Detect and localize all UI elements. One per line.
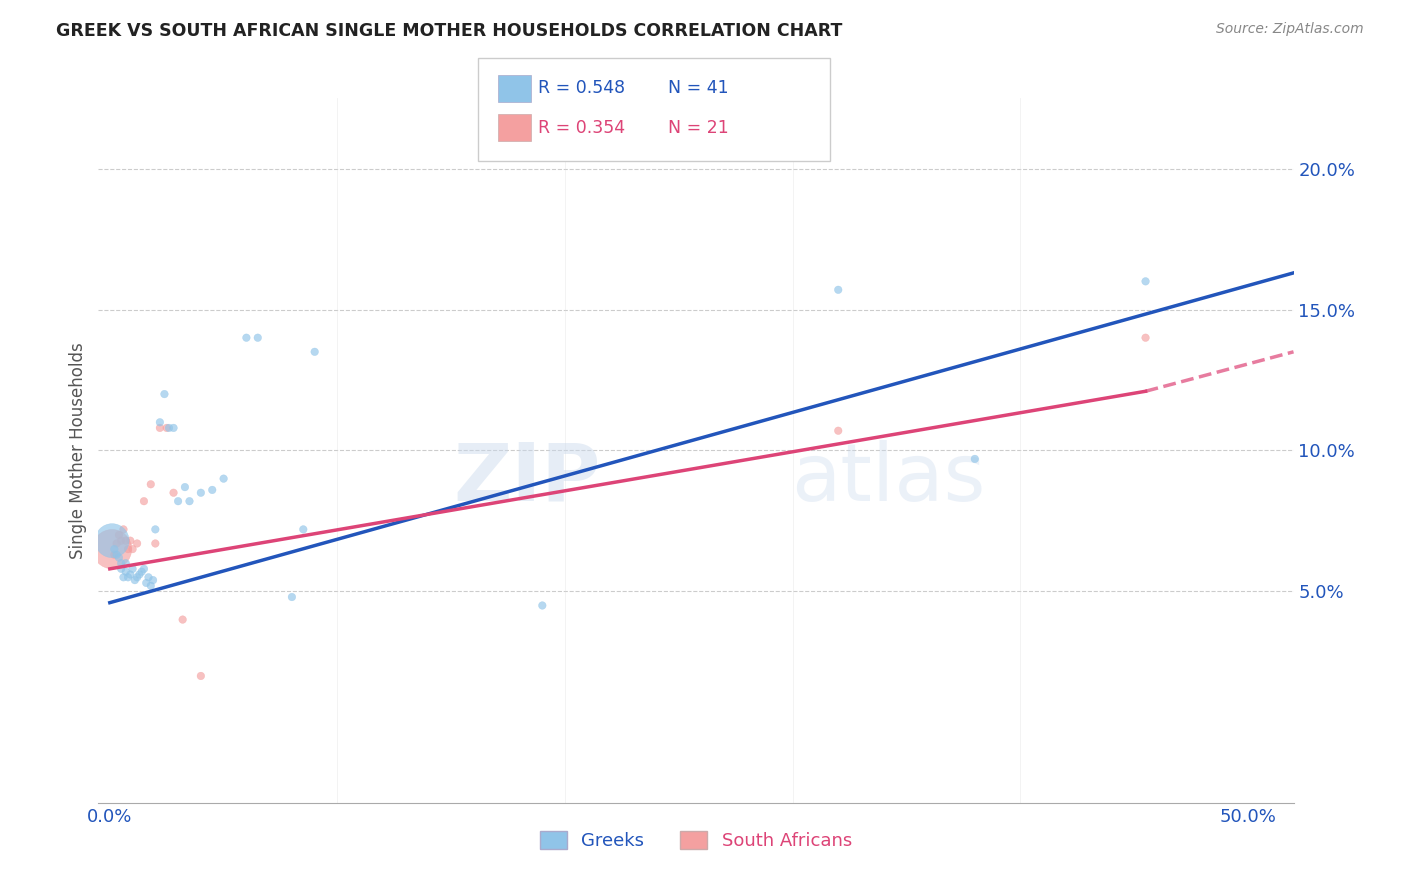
Point: [108, 550, 131, 565]
Text: R = 0.354: R = 0.354: [538, 119, 626, 136]
Point: [114, 556, 136, 570]
Point: [135, 576, 157, 591]
Point: [139, 579, 162, 593]
Point: [138, 570, 160, 584]
Point: [235, 331, 257, 345]
Point: [127, 536, 149, 550]
Point: [167, 494, 190, 508]
Point: [172, 613, 194, 627]
Point: [304, 344, 326, 359]
Point: [103, 548, 125, 562]
Point: [121, 542, 143, 557]
Point: [190, 669, 212, 683]
Point: [179, 494, 201, 508]
Point: [190, 485, 212, 500]
Point: [143, 522, 166, 536]
Point: [1135, 274, 1157, 288]
Point: [124, 573, 146, 587]
Point: [963, 451, 986, 466]
Point: [292, 522, 315, 536]
Text: atlas: atlas: [792, 440, 986, 517]
Text: N = 21: N = 21: [668, 119, 728, 136]
Point: [281, 590, 304, 604]
Point: [105, 536, 128, 550]
Point: [531, 599, 554, 613]
Point: [149, 415, 172, 429]
Point: [114, 565, 136, 579]
Point: [108, 528, 131, 542]
Point: [127, 570, 149, 584]
Legend: Greeks, South Africans: Greeks, South Africans: [533, 823, 859, 857]
Point: [827, 424, 849, 438]
Point: [827, 283, 849, 297]
Point: [174, 480, 197, 494]
Point: [112, 570, 135, 584]
Point: [157, 421, 180, 435]
Point: [110, 556, 132, 570]
Point: [149, 421, 172, 435]
Point: [117, 542, 139, 557]
Point: [156, 421, 179, 435]
Point: [120, 533, 142, 548]
Point: [132, 562, 155, 576]
Point: [162, 421, 184, 435]
Point: [114, 533, 136, 548]
Point: [201, 483, 224, 497]
Point: [246, 331, 269, 345]
Point: [153, 387, 176, 401]
Point: [110, 562, 132, 576]
Text: Source: ZipAtlas.com: Source: ZipAtlas.com: [1216, 22, 1364, 37]
Text: R = 0.548: R = 0.548: [538, 79, 626, 97]
Point: [142, 573, 165, 587]
Point: [112, 522, 135, 536]
Y-axis label: Single Mother Households: Single Mother Households: [69, 343, 87, 558]
Point: [103, 542, 125, 557]
Point: [121, 562, 143, 576]
Point: [131, 565, 153, 579]
Point: [162, 485, 184, 500]
Point: [132, 494, 155, 508]
Point: [101, 533, 124, 548]
Point: [117, 570, 139, 584]
Text: GREEK VS SOUTH AFRICAN SINGLE MOTHER HOUSEHOLDS CORRELATION CHART: GREEK VS SOUTH AFRICAN SINGLE MOTHER HOU…: [56, 22, 842, 40]
Text: ZIP: ZIP: [453, 440, 600, 517]
Text: N = 41: N = 41: [668, 79, 728, 97]
Point: [101, 542, 124, 557]
Point: [139, 477, 162, 491]
Point: [128, 567, 150, 582]
Point: [143, 536, 166, 550]
Point: [120, 567, 142, 582]
Point: [105, 548, 128, 562]
Point: [1135, 331, 1157, 345]
Point: [212, 472, 235, 486]
Point: [110, 533, 132, 548]
